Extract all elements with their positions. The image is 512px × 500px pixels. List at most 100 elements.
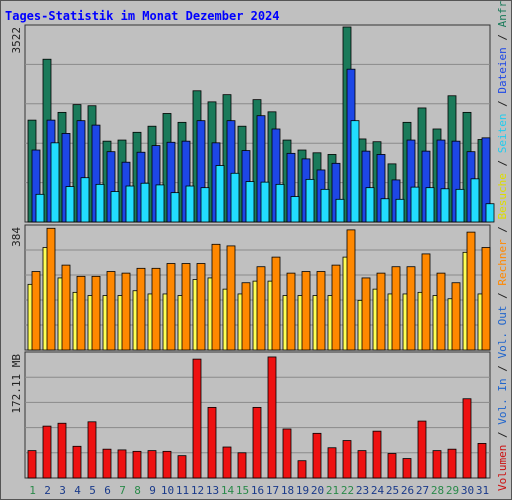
- x-tick-label: 29: [446, 484, 459, 497]
- bar-seiten-day-19: [305, 178, 315, 223]
- right-legend: Volumen / Vol. In / Vol. Out / Rechner /…: [496, 0, 509, 491]
- x-tick-label: 26: [401, 484, 414, 497]
- x-tick-label: 27: [416, 484, 429, 497]
- legend-entry: /: [496, 94, 509, 114]
- legend-entry: /: [496, 27, 509, 47]
- y-axis-label: 384: [10, 227, 23, 247]
- bar-volumen-day-2: [42, 425, 52, 479]
- bar-rechner-day-23: [361, 277, 371, 351]
- bar-volumen-day-17: [267, 356, 277, 479]
- bar-volumen-day-7: [117, 449, 127, 479]
- x-tick-label: 4: [74, 484, 81, 497]
- bar-seiten-day-24: [380, 198, 390, 223]
- x-tick-label: 9: [149, 484, 156, 497]
- x-tick-label: 15: [236, 484, 249, 497]
- bar-rechner-day-24: [376, 272, 386, 351]
- bar-volumen-day-3: [57, 422, 67, 479]
- panel-visits: 384: [10, 224, 491, 351]
- x-tick-label: 2: [44, 484, 51, 497]
- bar-seiten-day-28: [440, 188, 450, 223]
- bar-seiten-day-4: [80, 177, 90, 223]
- bar-rechner-day-4: [76, 275, 86, 351]
- bar-rechner-day-15: [241, 282, 251, 351]
- x-tick-label: 22: [341, 484, 354, 497]
- bar-volumen-day-5: [87, 421, 97, 479]
- y-axis-label: 172.11 MB: [10, 354, 23, 414]
- chart-panels: 3522 384 172.11 MB: [10, 24, 495, 479]
- bar-seiten-day-30: [470, 178, 480, 223]
- legend-entry: /: [496, 286, 509, 306]
- bar-seiten-day-14: [230, 172, 240, 223]
- bar-volumen-day-16: [252, 406, 262, 479]
- bar-volumen-day-14: [222, 446, 232, 479]
- x-tick-label: 13: [206, 484, 219, 497]
- legend-entry: Dateien: [496, 47, 509, 93]
- bar-rechner-day-3: [61, 264, 71, 351]
- bar-rechner-day-30: [466, 231, 476, 351]
- x-tick-label: 30: [461, 484, 474, 497]
- bar-seiten-day-8: [140, 182, 150, 223]
- legend-entry: Vol. In: [496, 378, 509, 424]
- x-tick-label: 16: [251, 484, 264, 497]
- x-tick-label: 11: [176, 484, 189, 497]
- x-tick-label: 17: [266, 484, 279, 497]
- legend-entry: Seiten: [496, 113, 509, 153]
- panel-requests: 3522: [10, 24, 495, 223]
- bar-volumen-day-21: [327, 447, 337, 479]
- panel-volume: 172.11 MB: [10, 351, 491, 479]
- bar-seiten-day-11: [185, 185, 195, 223]
- bar-volumen-day-28: [432, 450, 442, 479]
- bar-volumen-day-9: [147, 450, 157, 479]
- bar-volumen-day-25: [387, 453, 397, 479]
- bar-rechner-day-20: [316, 271, 326, 351]
- legend-entry: /: [496, 359, 509, 379]
- legend-entry: Anfragen: [496, 0, 509, 27]
- bar-rechner-day-12: [196, 263, 206, 351]
- bar-rechner-day-13: [211, 243, 221, 351]
- bar-volumen-day-1: [27, 450, 37, 479]
- bar-seiten-day-20: [320, 188, 330, 223]
- legend-entry: /: [496, 425, 509, 445]
- bar-seiten-day-12: [200, 187, 210, 223]
- bar-seiten-day-6: [110, 191, 120, 223]
- bar-seiten-day-2: [50, 142, 60, 223]
- x-tick-label: 19: [296, 484, 309, 497]
- bar-rechner-day-17: [271, 256, 281, 351]
- x-tick-label: 5: [89, 484, 96, 497]
- x-tick-label: 7: [119, 484, 126, 497]
- bar-volumen-day-29: [447, 448, 457, 479]
- bar-rechner-day-25: [391, 266, 401, 351]
- bar-volumen-day-24: [372, 430, 382, 479]
- x-tick-label: 14: [221, 484, 235, 497]
- bar-seiten-day-31: [485, 203, 495, 223]
- bar-rechner-day-9: [151, 267, 161, 351]
- bar-volumen-day-11: [177, 455, 187, 479]
- bar-rechner-day-10: [166, 263, 176, 351]
- bar-volumen-day-20: [312, 432, 322, 479]
- bar-seiten-day-9: [155, 184, 165, 223]
- x-tick-label: 20: [311, 484, 324, 497]
- bar-rechner-day-18: [286, 272, 296, 351]
- bar-volumen-day-22: [342, 440, 352, 479]
- bar-volumen-day-8: [132, 450, 142, 479]
- bar-volumen-day-31: [477, 443, 487, 479]
- bar-rechner-day-8: [136, 267, 146, 351]
- bar-seiten-day-10: [170, 192, 180, 223]
- bar-rechner-day-7: [121, 272, 131, 351]
- bar-rechner-day-6: [106, 271, 116, 351]
- bar-seiten-day-5: [95, 183, 105, 223]
- legend-entry: /: [496, 219, 509, 239]
- bar-volumen-day-26: [402, 458, 412, 479]
- bar-seiten-day-17: [275, 183, 285, 223]
- bar-volumen-day-30: [462, 398, 472, 479]
- legend-entry: Volumen: [496, 445, 509, 491]
- x-axis-day-labels: 1 2 3 4 5 6 7 8 9 10 11 12 13 14 15 16 17 18 19 20 21 22 23 24 2…: [29, 484, 489, 497]
- bar-volumen-day-18: [282, 428, 292, 479]
- bar-rechner-day-26: [406, 266, 416, 351]
- bar-rechner-day-21: [331, 264, 341, 351]
- bar-seiten-day-3: [65, 186, 75, 223]
- x-tick-label: 1: [29, 484, 36, 497]
- bar-seiten-day-7: [125, 185, 135, 223]
